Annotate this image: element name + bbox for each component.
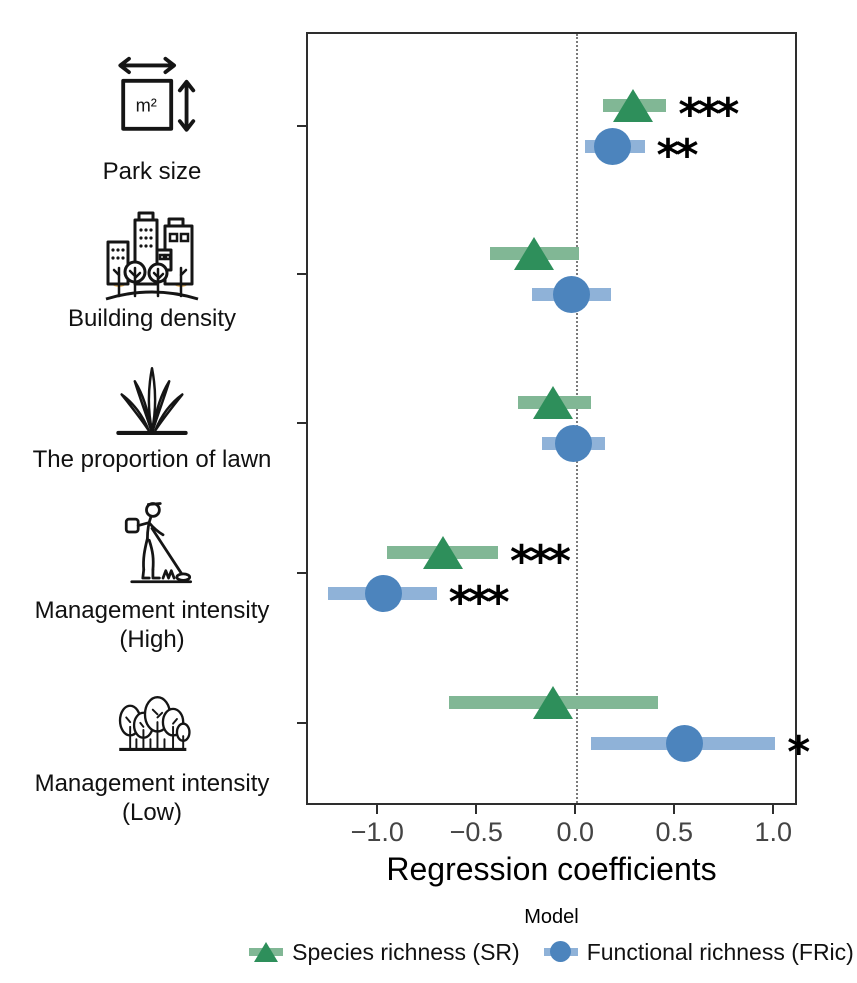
x-tick-mark [475, 805, 478, 814]
triangle-marker [422, 535, 463, 569]
significance-stars: *** [448, 576, 510, 628]
significance-stars: ** [656, 129, 699, 181]
circle-marker [552, 276, 590, 313]
y-tick-mark [297, 273, 306, 275]
circle-marker [364, 575, 402, 612]
triangle-marker [513, 236, 554, 270]
svg-text:m²: m² [136, 95, 157, 116]
zero-reference-line [576, 34, 579, 803]
y-tick-mark [297, 422, 306, 424]
significance-stars: * [787, 726, 810, 778]
legend-item-label: Species richness (SR) [292, 938, 520, 965]
legend-triangle-icon [249, 937, 284, 967]
predictor-label: Management intensity (Low) [34, 770, 270, 826]
mowing-icon [104, 498, 200, 590]
legend-item-label: Functional richness (FRic) [586, 938, 854, 965]
x-tick-label: 0.0 [556, 817, 595, 847]
legend-row: Species richness (SR) Functional richness… [249, 937, 854, 967]
trees-icon [104, 680, 200, 758]
x-tick-label: 1.0 [754, 817, 793, 847]
x-axis-title: Regression coefficients [386, 851, 717, 887]
park-size-icon: m² [102, 52, 202, 148]
x-tick-mark [574, 805, 577, 814]
significance-stars: *** [678, 88, 739, 140]
lawn-icon [104, 360, 200, 442]
predictor-label: Management intensity (High) [34, 597, 270, 653]
significance-stars: *** [510, 535, 571, 587]
legend-circle-icon [543, 937, 578, 967]
legend-item-fric: Functional richness (FRic) [543, 937, 854, 967]
legend-triangle-shape [254, 942, 279, 962]
triangle-marker [533, 685, 574, 719]
x-tick-mark [376, 805, 379, 814]
predictor-label: Building density [67, 305, 237, 332]
circle-marker [594, 128, 632, 165]
legend: Model Species richness (SR) Functional ri… [249, 906, 854, 967]
building-density-icon [96, 206, 208, 306]
circle-marker [554, 425, 592, 462]
predictor-label: Park size [102, 158, 202, 185]
x-tick-label: −1.0 [350, 817, 404, 847]
triangle-marker [533, 385, 574, 419]
legend-circle-shape [549, 941, 571, 962]
x-tick-mark [772, 805, 775, 814]
x-tick-label: 0.5 [655, 817, 694, 847]
y-tick-mark [297, 572, 306, 574]
x-tick-mark [673, 805, 676, 814]
legend-item-sr: Species richness (SR) [249, 937, 520, 967]
x-tick-label: −0.5 [449, 817, 503, 847]
predictor-label: The proportion of lawn [32, 446, 272, 473]
legend-title: Model [524, 906, 579, 928]
plot-panel [306, 32, 797, 805]
triangle-marker [612, 88, 653, 122]
circle-marker [665, 725, 703, 762]
y-tick-mark [297, 125, 306, 127]
y-tick-mark [297, 722, 306, 724]
